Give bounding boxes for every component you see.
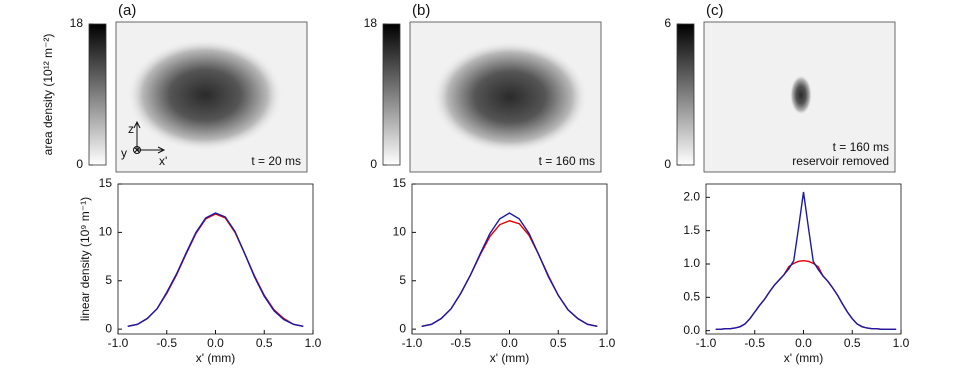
x-tick-label: 0.0 — [501, 336, 518, 350]
data-line — [127, 212, 304, 327]
x-axis-label: x' (mm) — [196, 351, 236, 365]
y-tick-label: 15 — [99, 176, 113, 190]
colorbar-tick-label: 18 — [70, 16, 84, 30]
y-tick-label: 0.0 — [683, 323, 700, 337]
y-tick-label: 0 — [105, 321, 112, 335]
x-tick-label: 0.5 — [256, 336, 273, 350]
y-tick-label: 10 — [393, 225, 407, 239]
colorbar — [88, 23, 107, 166]
density-cloud — [790, 75, 812, 115]
axis-label: x' — [159, 154, 167, 168]
arrow-head — [133, 120, 141, 129]
data-line — [421, 212, 598, 327]
x-tick-label: 0.0 — [207, 336, 224, 350]
arrow-head — [157, 146, 166, 154]
x-tick-label: 0.0 — [795, 336, 812, 350]
data-line — [715, 191, 897, 331]
colorbar-tick-label: 0 — [664, 157, 671, 171]
x-axis-label: x' (mm) — [490, 351, 530, 365]
x-tick-label: 1.0 — [599, 336, 616, 350]
x-axis-label: x' (mm) — [784, 351, 824, 365]
colorbar-tick-label: 6 — [664, 16, 671, 30]
axis-label: z — [128, 122, 134, 136]
y-tick-label: 0.5 — [683, 290, 700, 304]
x-tick-label: -1.0 — [402, 336, 423, 350]
x-tick-label: -0.5 — [450, 336, 471, 350]
y-tick-label: 2.0 — [683, 190, 700, 204]
annotation: t = 20 ms — [251, 154, 301, 168]
x-tick-label: 0.5 — [550, 336, 567, 350]
colorbar-tick-label: 18 — [364, 16, 378, 30]
x-tick-label: 1.0 — [893, 336, 910, 350]
colorbar — [676, 23, 695, 166]
y-tick-label: 5 — [399, 273, 406, 287]
annotation: t = 160 ms — [833, 140, 889, 154]
y-tick-label: 0 — [399, 321, 406, 335]
data-line — [127, 213, 304, 327]
y-tick-label: 5 — [105, 273, 112, 287]
panel-label: (a) — [118, 2, 136, 19]
panel-label: (b) — [412, 2, 430, 19]
annotation: reservoir removed — [792, 154, 889, 168]
plot-frame — [117, 183, 314, 335]
colorbar-tick-label: 0 — [76, 157, 83, 171]
y-tick-label: 1.5 — [683, 223, 700, 237]
density-cloud — [432, 41, 588, 153]
colorbar — [382, 23, 401, 166]
data-line — [421, 220, 598, 327]
y-tick-label: 1.0 — [683, 256, 700, 270]
x-tick-label: 1.0 — [305, 336, 322, 350]
axis-label: y — [121, 146, 127, 160]
x-tick-label: -1.0 — [108, 336, 129, 350]
colorbar-tick-label: 0 — [370, 157, 377, 171]
panel-label: (c) — [706, 2, 724, 19]
x-tick-label: 0.5 — [844, 336, 861, 350]
y-axis-label: linear density (10⁹ m⁻¹) — [78, 197, 92, 321]
data-line — [715, 259, 897, 331]
y-tick-label: 15 — [393, 176, 407, 190]
density-cloud — [127, 39, 283, 151]
annotation: t = 160 ms — [539, 154, 595, 168]
plot-frame — [705, 183, 902, 335]
x-tick-label: -1.0 — [696, 336, 717, 350]
axis-symbol — [134, 147, 140, 153]
plot-frame — [411, 183, 608, 335]
x-tick-label: -0.5 — [156, 336, 177, 350]
axis-symbol — [133, 146, 141, 154]
x-tick-label: -0.5 — [744, 336, 765, 350]
colorbar-label: area density (10¹² m⁻²) — [41, 34, 55, 156]
y-tick-label: 10 — [99, 225, 113, 239]
